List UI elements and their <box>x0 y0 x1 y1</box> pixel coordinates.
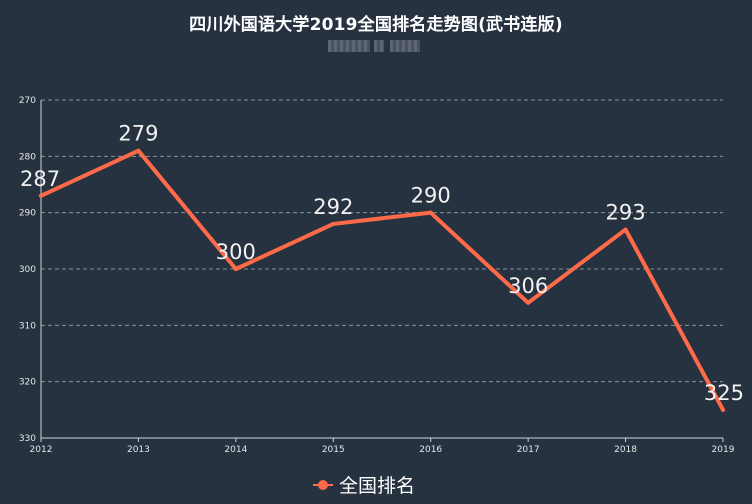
data-label: 293 <box>606 201 646 225</box>
series-line[interactable] <box>39 148 725 412</box>
legend-dot-icon <box>318 480 328 490</box>
data-label: 287 <box>20 167 60 191</box>
y-tick-label: 320 <box>19 378 36 388</box>
x-tick-label: 2014 <box>224 445 247 455</box>
legend[interactable]: 全国排名 <box>313 475 415 497</box>
legend-label: 全国排名 <box>339 475 415 497</box>
data-label: 292 <box>313 195 353 219</box>
chart-title: 四川外国语大学2019全国排名走势图(武书连版) <box>189 15 563 35</box>
x-axis-ticks: 2012 2013 2014 2015 2016 2017 2018 2019 <box>30 438 735 455</box>
data-point[interactable] <box>623 227 628 232</box>
data-point[interactable] <box>428 210 433 215</box>
x-tick-label: 2017 <box>517 445 540 455</box>
data-point[interactable] <box>136 148 141 153</box>
y-tick-label: 310 <box>19 321 36 331</box>
data-point[interactable] <box>39 193 43 198</box>
y-tick-label: 300 <box>19 265 36 275</box>
data-point[interactable] <box>526 300 531 305</box>
data-label: 306 <box>508 274 548 298</box>
data-label: 325 <box>704 381 744 405</box>
x-tick-label: 2016 <box>419 445 442 455</box>
y-tick-label: 330 <box>19 434 36 444</box>
data-label: 290 <box>411 184 451 208</box>
y-tick-label: 290 <box>19 209 36 219</box>
data-point[interactable] <box>233 267 238 271</box>
x-tick-label: 2013 <box>127 445 150 455</box>
x-tick-label: 2012 <box>30 445 53 455</box>
data-label: 300 <box>216 240 256 264</box>
axes <box>40 100 723 439</box>
data-point[interactable] <box>721 407 725 412</box>
chart-subtitle-redacted <box>318 38 428 52</box>
data-point[interactable] <box>331 221 336 226</box>
y-tick-label: 280 <box>19 152 36 162</box>
series-layer <box>39 148 725 412</box>
grid-lines <box>41 99 723 383</box>
data-labels: 287 279 300 292 290 306 293 325 <box>20 122 744 405</box>
y-axis-ticks: 270 280 290 300 310 320 330 <box>19 96 36 444</box>
data-label: 279 <box>118 122 158 146</box>
x-tick-label: 2015 <box>322 445 345 455</box>
x-tick-label: 2018 <box>614 445 637 455</box>
y-tick-label: 270 <box>19 96 36 106</box>
x-tick-label: 2019 <box>712 445 735 455</box>
